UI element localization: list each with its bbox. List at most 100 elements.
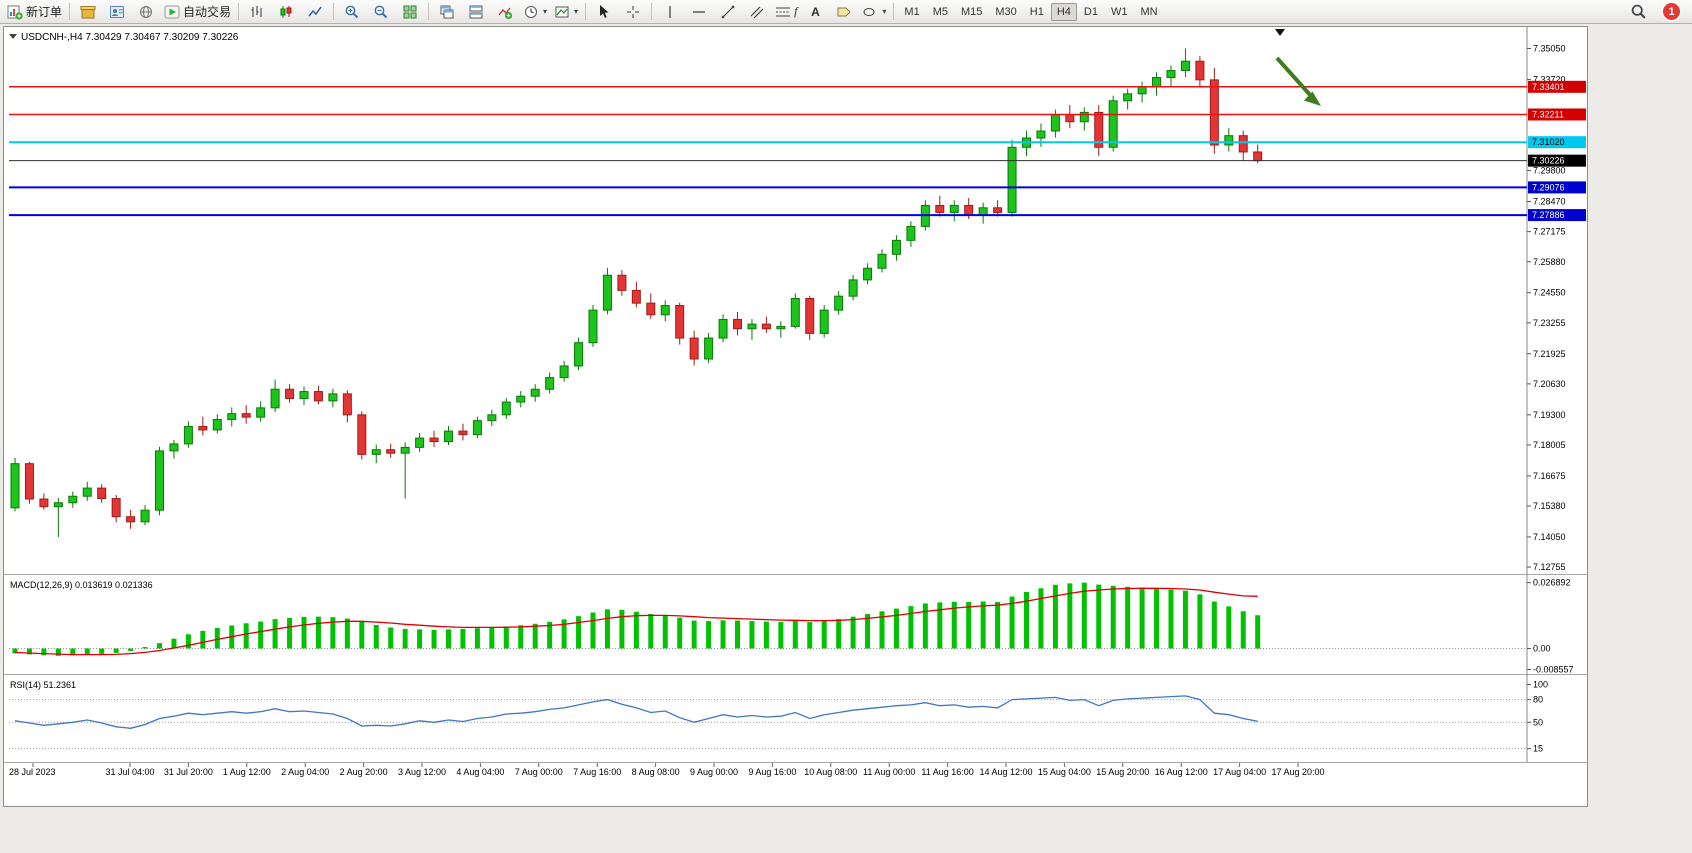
globe-icon (140, 5, 153, 18)
shapes-dropdown-button[interactable]: ▾ (859, 1, 889, 23)
price-badge (1528, 108, 1586, 121)
timeframe-m15-button[interactable]: M15 (960, 5, 983, 18)
label-tool-button[interactable] (830, 1, 858, 23)
svg-text:28 Jul 2023: 28 Jul 2023 (9, 767, 56, 777)
shapes-icon (863, 7, 875, 16)
svg-text:80: 80 (1533, 695, 1543, 705)
price-badge (1528, 80, 1586, 93)
new-order-button[interactable]: 新订单 (4, 1, 65, 23)
svg-text:31 Jul 20:00: 31 Jul 20:00 (164, 767, 213, 777)
svg-text:8 Aug 08:00: 8 Aug 08:00 (632, 767, 680, 777)
separator (333, 3, 335, 20)
rsi-label: RSI(14) 51.2361 (10, 680, 76, 690)
separator (585, 3, 587, 20)
channel-tool-button[interactable] (743, 1, 771, 23)
arrange-windows-button[interactable] (462, 1, 490, 23)
periods-button[interactable]: ▾ (520, 1, 550, 23)
fibonacci-tool-button[interactable]: f (772, 1, 800, 23)
line-chart-button[interactable] (301, 1, 329, 23)
chart-window[interactable]: 7.35050 7.33720 7.29800 7.28470 7.27175 7.258… (3, 26, 1588, 807)
auto-trading-label: 自动交易 (183, 5, 232, 19)
candlestick-chart-icon (280, 5, 292, 18)
archive-box-button[interactable] (74, 1, 102, 23)
zoom-out-button[interactable] (367, 1, 395, 23)
tile-windows-button[interactable] (396, 1, 424, 23)
macd-panel: MACD(12,26,9) 0.013619 0.021336 0.026892 0… (9, 578, 1574, 674)
search-button[interactable] (1624, 1, 1652, 23)
svg-text:10 Aug 08:00: 10 Aug 08:00 (804, 767, 857, 777)
timeframe-h1-button[interactable]: H1 (1029, 5, 1044, 18)
search-icon (1631, 4, 1646, 19)
templates-button[interactable]: ▾ (551, 1, 581, 23)
timeframe-d1-button[interactable]: D1 (1083, 5, 1098, 18)
clock-icon (525, 5, 538, 18)
svg-text:15 Aug 04:00: 15 Aug 04:00 (1038, 767, 1091, 777)
auto-trading-button[interactable]: 自动交易 (161, 1, 234, 23)
bar-chart-icon (251, 5, 262, 17)
fibo-glyph: f (794, 4, 798, 18)
crosshair-icon (627, 5, 640, 18)
svg-text:7.27886: 7.27886 (1532, 210, 1565, 220)
timeframe-m5-button[interactable]: M5 (932, 5, 948, 18)
timeframe-m30-button[interactable]: M30 (995, 5, 1017, 18)
svg-text:2 Aug 04:00: 2 Aug 04:00 (281, 767, 329, 777)
separator (69, 3, 71, 20)
timeframe-w1-button[interactable]: W1 (1110, 5, 1128, 18)
svg-text:11 Aug 00:00: 11 Aug 00:00 (863, 767, 915, 777)
timeframe-mn-button[interactable]: MN (1140, 5, 1158, 18)
indicators-icon (498, 7, 513, 19)
trendline-tool-button[interactable] (714, 1, 742, 23)
toolbar: 新订单 自动交易 ▾ ▾ f A ▾ M1 M5 M15 M30 H1 H4 D… (0, 0, 1692, 24)
bar-chart-button[interactable] (243, 1, 271, 23)
svg-text:100: 100 (1533, 680, 1548, 690)
indicators-button[interactable] (491, 1, 519, 23)
price-chart-svg[interactable]: 7.35050 7.33720 7.29800 7.28470 7.27175 7.258… (4, 27, 1587, 806)
svg-text:7.16675: 7.16675 (1533, 471, 1566, 481)
timeframe-m1-button[interactable]: M1 (904, 5, 920, 18)
price-badge (1528, 154, 1586, 167)
candlestick-chart-button[interactable] (272, 1, 300, 23)
horizontal-line-tool-button[interactable] (685, 1, 713, 23)
text-tool-button[interactable]: A (801, 1, 829, 23)
zoom-in-button[interactable] (338, 1, 366, 23)
svg-text:7.20630: 7.20630 (1533, 379, 1566, 389)
separator (238, 3, 240, 20)
crosshair-button[interactable] (619, 1, 647, 23)
cursor-button[interactable] (590, 1, 618, 23)
price-shift-marker[interactable] (1275, 29, 1285, 36)
time-axis: 28 Jul 2023 31 Jul 04:00 31 Jul 20:00 1 Aug… (9, 763, 1325, 777)
trendline-icon (721, 5, 735, 18)
chevron-down-icon: ▾ (543, 7, 548, 16)
svg-text:7.31020: 7.31020 (1532, 137, 1565, 147)
svg-text:7 Aug 00:00: 7 Aug 00:00 (515, 767, 563, 777)
rsi-panel: RSI(14) 51.2361 100 80 50 15 (9, 680, 1548, 754)
chart-menu-icon[interactable] (9, 34, 17, 39)
notification-badge[interactable]: 1 (1663, 3, 1680, 20)
contact-card-button[interactable] (103, 1, 131, 23)
svg-text:7.35050: 7.35050 (1533, 43, 1566, 53)
svg-text:17 Aug 04:00: 17 Aug 04:00 (1213, 767, 1266, 777)
chevron-down-icon: ▾ (882, 7, 887, 16)
horizontal-line-icon (693, 10, 706, 13)
svg-text:14 Aug 12:00: 14 Aug 12:00 (979, 767, 1032, 777)
svg-text:7.24550: 7.24550 (1533, 288, 1566, 298)
chevron-down-icon: ▾ (574, 7, 579, 16)
vertical-line-tool-button[interactable] (656, 1, 684, 23)
svg-text:2 Aug 20:00: 2 Aug 20:00 (340, 767, 388, 777)
timeframe-h4-button[interactable]: H4 (1050, 2, 1077, 21)
zoom-out-icon (374, 5, 388, 18)
svg-text:11 Aug 16:00: 11 Aug 16:00 (921, 767, 973, 777)
rsi-line (14, 695, 1258, 729)
svg-text:-0.008557: -0.008557 (1533, 664, 1574, 674)
svg-text:31 Jul 04:00: 31 Jul 04:00 (105, 767, 154, 777)
svg-text:50: 50 (1533, 717, 1543, 727)
archive-box-icon (80, 5, 96, 18)
globe-button[interactable] (132, 1, 160, 23)
price-badge (1528, 136, 1586, 149)
new-order-icon (7, 5, 23, 20)
svg-text:15 Aug 20:00: 15 Aug 20:00 (1096, 767, 1149, 777)
cascade-windows-button[interactable] (433, 1, 461, 23)
arrow-annotation[interactable] (1275, 56, 1321, 106)
svg-text:7.12755: 7.12755 (1533, 562, 1566, 572)
channel-icon (750, 6, 764, 18)
